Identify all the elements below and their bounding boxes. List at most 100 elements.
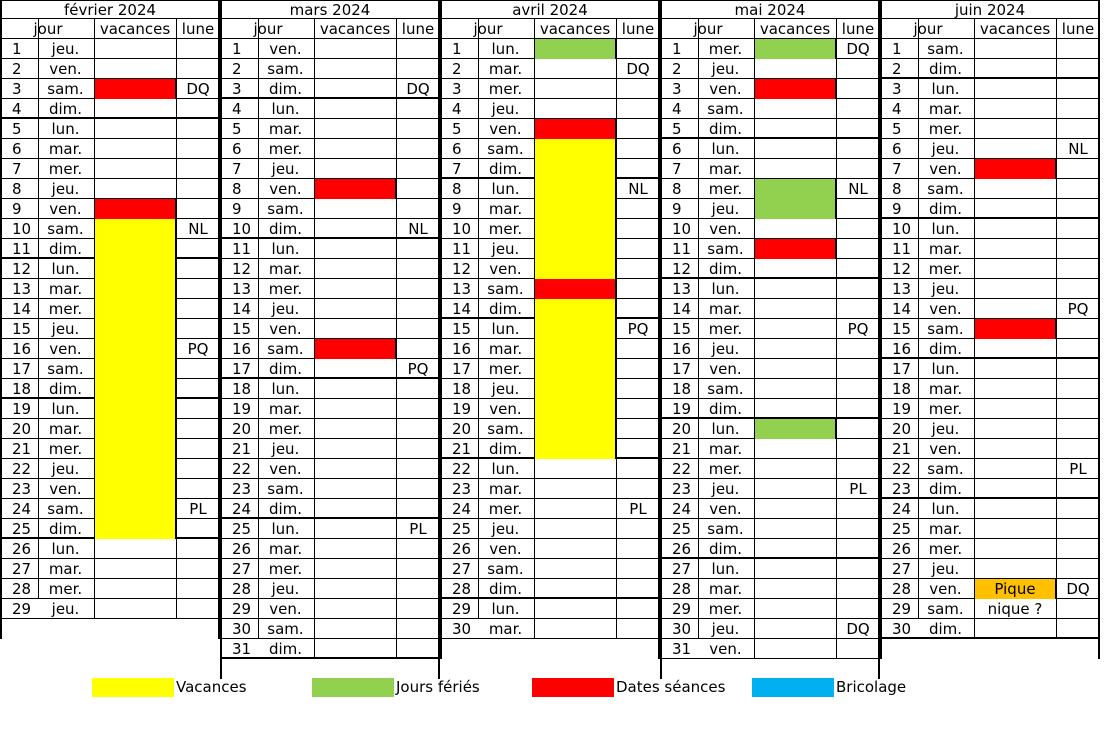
day-number: 3 (672, 80, 682, 98)
day-name: ven. (49, 480, 82, 498)
day-row: 6 lun. (662, 139, 878, 159)
vacances-cell (94, 339, 176, 359)
month-table: juin 2024 jour vacances lune 1 sam. 2 dim. 3 lun.… (880, 0, 1100, 659)
day-name: mar. (488, 200, 523, 218)
day-row: 20 lun. (662, 419, 878, 439)
day-name: dim. (708, 120, 743, 138)
day-number: 8 (672, 180, 682, 198)
grid-line (38, 19, 39, 599)
day-row: 9 sam. (222, 199, 438, 219)
header-vacances: vacances (99, 20, 171, 38)
day-number: 27 (452, 560, 472, 578)
day-number: 22 (232, 460, 252, 478)
moon-phase: NL (628, 180, 648, 198)
day-row: 21 jeu. (222, 439, 438, 459)
day-row: 27 sam. (442, 559, 658, 579)
moon-phase: PL (189, 500, 207, 518)
day-number: 7 (892, 160, 902, 178)
day-row: 17 ven. (662, 359, 878, 379)
day-row: 15 ven. (222, 319, 438, 339)
day-row: 27 mer. (222, 559, 438, 579)
day-name: jeu. (271, 160, 300, 178)
day-name: mar. (708, 160, 743, 178)
month-table: mars 2024 jour vacances lune 1 ven. 2 sam. 3 dim.… (220, 0, 440, 679)
day-name: lun. (491, 180, 520, 198)
day-name: jeu. (271, 580, 300, 598)
day-number: 17 (452, 360, 472, 378)
day-row: 16 jeu. (662, 339, 878, 359)
day-row: 14 mer. (2, 299, 218, 319)
month-table: mai 2024 jour vacances lune 1 mer. DQ 2 jeu. 3 ven… (660, 0, 880, 679)
day-name: ven. (489, 120, 522, 138)
day-name: jeu. (51, 320, 80, 338)
day-number: 22 (672, 460, 692, 478)
day-name: ven. (269, 40, 302, 58)
day-number: 10 (672, 220, 692, 238)
day-name: dim. (268, 500, 303, 518)
day-name: jeu. (711, 340, 740, 358)
day-name: mar. (268, 400, 303, 418)
day-number: 21 (672, 440, 692, 458)
day-row: 12 mer. (882, 259, 1098, 279)
day-number: 23 (452, 480, 472, 498)
day-number: 16 (892, 340, 912, 358)
day-number: 15 (12, 320, 32, 338)
day-row: 8 ven. (222, 179, 438, 199)
day-row: 24 dim. (222, 499, 438, 519)
day-number: 30 (452, 620, 472, 638)
day-number: 13 (452, 280, 472, 298)
day-number: 20 (672, 420, 692, 438)
day-row: 4 lun. (222, 99, 438, 119)
day-number: 25 (452, 520, 472, 538)
day-name: dim. (928, 620, 963, 638)
day-row: 10 ven. (662, 219, 878, 239)
month-title: juin 2024 (882, 0, 1098, 19)
day-name: mar. (708, 440, 743, 458)
day-name: lun. (711, 280, 740, 298)
day-number: 9 (452, 200, 462, 218)
day-row: 7 dim. (442, 159, 658, 179)
day-name: sam. (487, 560, 524, 578)
day-name: sam. (267, 620, 304, 638)
day-number: 21 (12, 440, 32, 458)
day-name: ven. (929, 160, 962, 178)
day-row: 1 mer. DQ (662, 39, 878, 59)
day-number: 24 (12, 500, 32, 518)
day-name: mar. (708, 300, 743, 318)
day-name: mar. (48, 140, 83, 158)
legend-swatch (752, 678, 834, 697)
day-number: 28 (892, 580, 912, 598)
day-row: 3 sam. DQ (2, 79, 218, 99)
day-row: 24 lun. (882, 499, 1098, 519)
day-name: lun. (711, 560, 740, 578)
feries-cell (754, 419, 836, 439)
legend-label: Dates séances (616, 678, 726, 696)
day-number: 28 (12, 580, 32, 598)
seances-cell (974, 319, 1056, 339)
header-vacances: vacances (539, 20, 611, 38)
day-number: 11 (232, 240, 252, 258)
grid-line (1056, 19, 1057, 639)
legend-label: Jours fériés (396, 678, 480, 696)
vacances-cell (94, 479, 176, 499)
moon-phase: DQ (186, 80, 210, 98)
day-row: 31 ven. (662, 639, 878, 659)
day-name: jeu. (491, 380, 520, 398)
day-row: 15 jeu. (2, 319, 218, 339)
day-name: dim. (48, 380, 83, 398)
day-row: 6 sam. (442, 139, 658, 159)
day-number: 3 (452, 80, 462, 98)
day-name: jeu. (491, 240, 520, 258)
note-cell (974, 579, 1056, 599)
day-row: 17 dim. PQ (222, 359, 438, 379)
day-row: 22 ven. (222, 459, 438, 479)
day-number: 28 (232, 580, 252, 598)
day-row: 21 mer. (2, 439, 218, 459)
day-name: sam. (267, 60, 304, 78)
day-row: Pique nique ? 28 ven. DQ (882, 579, 1098, 618)
day-row: 8 lun. NL (442, 179, 658, 199)
day-name: sam. (927, 320, 964, 338)
day-row: 3 lun. (882, 79, 1098, 99)
day-number: 22 (892, 460, 912, 478)
day-row: 14 ven. PQ (882, 299, 1098, 319)
